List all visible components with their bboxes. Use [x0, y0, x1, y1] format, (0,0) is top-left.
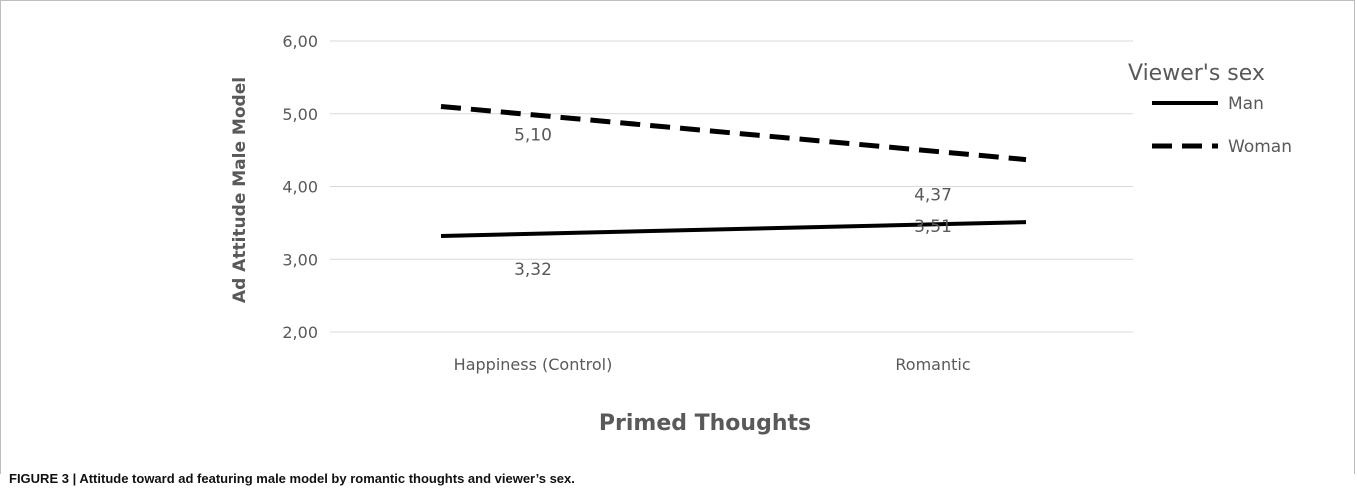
caption-text: Attitude toward ad featuring male model … [79, 471, 575, 486]
legend-items: Man Woman [1152, 94, 1292, 157]
data-label: 3,32 [514, 260, 552, 280]
figure-caption: FIGURE 3 | Attitude toward ad featuring … [9, 471, 575, 486]
y-tick-label: 4,00 [282, 178, 318, 197]
data-label: 4,37 [914, 186, 952, 206]
series-lines [440, 103, 1027, 238]
y-tick-label: 3,00 [282, 250, 318, 269]
y-axis-title: Ad Attitude Male Model [230, 77, 250, 303]
x-axis-title: Primed Thoughts [599, 411, 811, 436]
y-tick-label: 2,00 [282, 323, 318, 342]
x-tick-label: Romantic [895, 355, 970, 374]
data-label: 3,51 [914, 217, 952, 237]
x-tick-label: Happiness (Control) [454, 355, 613, 374]
line-chart: 2,00 3,00 4,00 5,00 6,00 Happiness (Control)… [230, 32, 1292, 436]
legend: Viewer's sex Man Woman [1128, 61, 1292, 157]
series-line-woman [440, 103, 1027, 163]
data-label: 5,10 [514, 125, 552, 145]
y-tick-label: 6,00 [282, 32, 318, 51]
figure-frame [0, 0, 1355, 474]
series-line-man [440, 220, 1027, 238]
legend-label-woman: Woman [1228, 137, 1292, 157]
x-tick-labels: Happiness (Control) Romantic [454, 355, 971, 374]
y-tick-labels: 2,00 3,00 4,00 5,00 6,00 [282, 32, 318, 342]
data-labels: 3,32 3,51 5,10 4,37 [514, 125, 952, 279]
gridlines [330, 40, 1133, 333]
legend-title: Viewer's sex [1128, 61, 1265, 86]
y-tick-label: 5,00 [282, 105, 318, 124]
legend-label-man: Man [1228, 94, 1264, 114]
caption-label: FIGURE 3 | [9, 471, 77, 486]
